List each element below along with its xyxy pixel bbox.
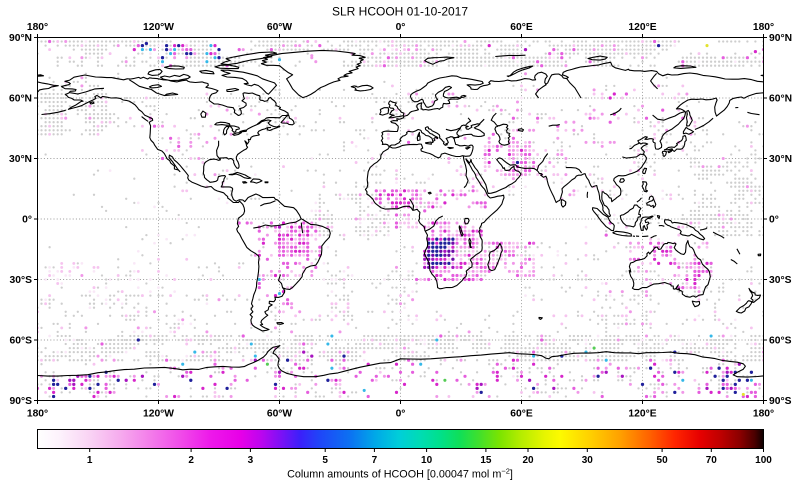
svg-text:100: 100	[755, 455, 772, 466]
svg-text:0°: 0°	[769, 215, 779, 226]
svg-text:SLR HCOOH 01-10-2017: SLR HCOOH 01-10-2017	[332, 5, 468, 19]
svg-text:120°W: 120°W	[143, 22, 174, 33]
svg-text:1: 1	[87, 455, 93, 466]
svg-text:180°: 180°	[753, 22, 774, 33]
svg-text:90°S: 90°S	[10, 396, 33, 407]
svg-text:180°: 180°	[27, 408, 48, 419]
svg-text:120°W: 120°W	[143, 408, 174, 419]
svg-text:60°E: 60°E	[510, 408, 533, 419]
svg-text:90°S: 90°S	[769, 396, 792, 407]
svg-text:Column amounts of HCOOH [0.000: Column amounts of HCOOH [0.00047 mol m−2…	[287, 467, 513, 481]
svg-text:50: 50	[657, 455, 669, 466]
svg-text:90°N: 90°N	[769, 33, 792, 44]
svg-text:120°E: 120°E	[628, 22, 656, 33]
svg-text:60°W: 60°W	[267, 22, 293, 33]
svg-text:20: 20	[522, 455, 534, 466]
svg-text:7: 7	[372, 455, 378, 466]
svg-text:90°N: 90°N	[9, 33, 32, 44]
svg-text:30°N: 30°N	[9, 154, 32, 165]
svg-text:2: 2	[188, 455, 194, 466]
svg-text:10: 10	[421, 455, 433, 466]
svg-text:30°S: 30°S	[769, 275, 792, 286]
svg-text:60°N: 60°N	[769, 94, 792, 105]
svg-text:60°N: 60°N	[9, 94, 32, 105]
svg-text:30°S: 30°S	[10, 275, 33, 286]
svg-text:180°: 180°	[753, 408, 774, 419]
svg-text:70: 70	[706, 455, 718, 466]
svg-text:60°S: 60°S	[10, 336, 33, 347]
svg-text:60°E: 60°E	[510, 22, 533, 33]
svg-text:0°: 0°	[396, 22, 406, 33]
svg-text:0°: 0°	[22, 215, 32, 226]
svg-text:3: 3	[248, 455, 254, 466]
svg-text:0°: 0°	[396, 408, 406, 419]
svg-text:30°N: 30°N	[769, 154, 792, 165]
svg-text:5: 5	[322, 455, 328, 466]
svg-text:60°W: 60°W	[267, 408, 293, 419]
svg-text:30: 30	[582, 455, 594, 466]
svg-text:15: 15	[480, 455, 492, 466]
svg-text:180°: 180°	[27, 22, 48, 33]
svg-text:60°S: 60°S	[769, 336, 792, 347]
svg-text:120°E: 120°E	[628, 408, 656, 419]
